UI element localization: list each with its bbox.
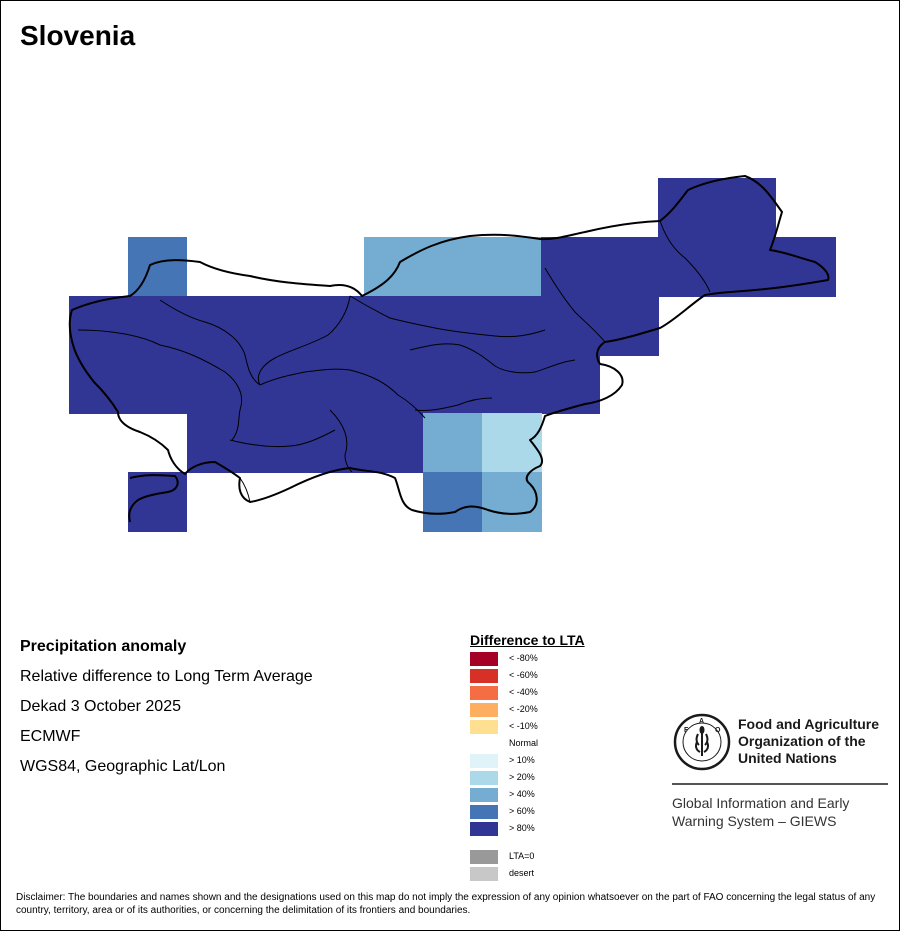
info-source: ECMWF (20, 728, 81, 745)
fao-name-line: Organization of the (738, 733, 866, 749)
legend-swatch (470, 788, 498, 802)
legend-label: > 60% (509, 806, 535, 816)
legend-swatch (470, 867, 498, 881)
fao-name-line: Food and Agriculture (738, 716, 880, 732)
legend-swatch (470, 754, 498, 768)
legend-label: > 10% (509, 755, 535, 765)
giews-name: Global Information and Early Warning Sys… (672, 794, 849, 830)
info-heading: Precipitation anomaly (20, 638, 187, 655)
legend-label: < -20% (509, 704, 538, 714)
svg-text:F: F (684, 727, 689, 734)
legend-swatch (470, 822, 498, 836)
info-projection: WGS84, Geographic Lat/Lon (20, 758, 226, 775)
grid-cell (658, 178, 776, 238)
anomaly-grid (69, 178, 836, 532)
legend-label: > 20% (509, 772, 535, 782)
giews-line: Warning System – GIEWS (672, 813, 837, 829)
legend-swatch (470, 737, 498, 751)
info-description: Relative difference to Long Term Average (20, 668, 313, 685)
fao-name-line: United Nations (738, 750, 837, 766)
disclaimer: Disclaimer: The boundaries and names sho… (16, 892, 876, 916)
legend-label: > 80% (509, 823, 535, 833)
grid-cell (482, 472, 542, 532)
legend-title: Difference to LTA (470, 632, 585, 648)
legend-swatch (470, 686, 498, 700)
grid-cell (364, 237, 542, 297)
legend-label: < -60% (509, 670, 538, 680)
info-period: Dekad 3 October 2025 (20, 698, 181, 715)
anomaly-map (68, 175, 836, 532)
grid-cell (128, 237, 187, 297)
legend-swatch (470, 805, 498, 819)
legend-swatch (470, 720, 498, 734)
legend-label: desert (509, 868, 535, 878)
grid-cell (69, 355, 600, 414)
legend-swatch (470, 703, 498, 717)
svg-text:O: O (715, 727, 721, 734)
svg-text:A: A (699, 718, 704, 725)
legend-label: Normal (509, 738, 539, 748)
giews-line: Global Information and Early (672, 795, 850, 811)
legend-swatch (470, 652, 498, 666)
grid-cell (423, 413, 482, 473)
legend: Difference to LTA < -80% < -60% < -40% <… (470, 632, 585, 881)
fao-divider (672, 783, 888, 785)
country-border (68, 175, 830, 523)
legend-swatch (470, 850, 498, 864)
legend-swatch (470, 771, 498, 785)
region-borders (77, 220, 711, 503)
legend-swatch (470, 669, 498, 683)
legend-label: < -80% (509, 653, 538, 663)
legend-label: < -40% (509, 687, 538, 697)
grid-cell (69, 296, 659, 356)
legend-label: LTA=0 (509, 851, 535, 861)
legend-label: < -10% (509, 721, 538, 731)
legend-label: > 40% (509, 789, 535, 799)
grid-cell (541, 237, 836, 297)
grid-cell (423, 472, 482, 532)
fao-name: Food and Agriculture Organization of the… (738, 716, 879, 767)
fao-logo-icon: F A O (673, 713, 731, 771)
map-title: Slovenia (20, 20, 136, 51)
